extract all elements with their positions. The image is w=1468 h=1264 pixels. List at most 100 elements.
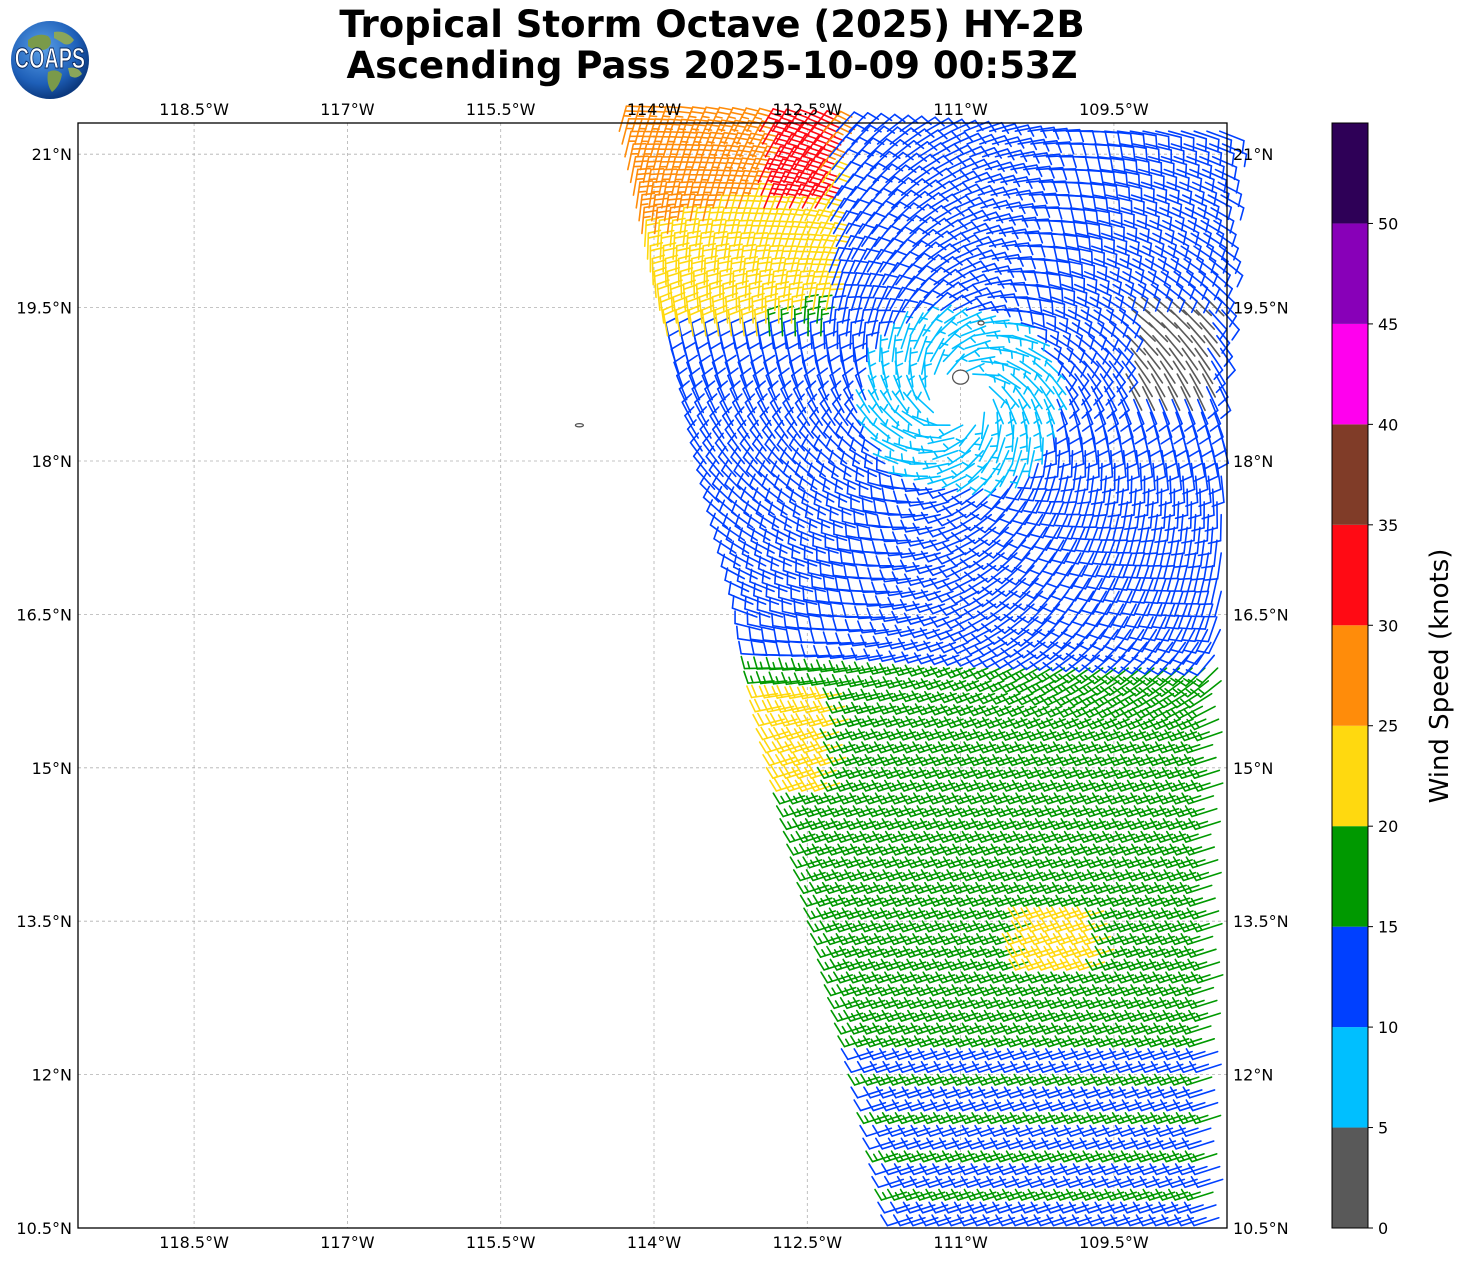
lat-tick-label-right: 19.5°N bbox=[1233, 299, 1289, 318]
lat-tick-label-right: 15°N bbox=[1233, 759, 1273, 778]
lon-tick-label-bottom: 109.5°W bbox=[1079, 1233, 1149, 1252]
wind-barb bbox=[736, 119, 762, 145]
wind-barb bbox=[1141, 616, 1167, 642]
wind-barb bbox=[707, 106, 733, 132]
wind-barb bbox=[1189, 920, 1223, 933]
wind-barb bbox=[838, 701, 871, 714]
wind-barb bbox=[790, 713, 824, 727]
wind-barb bbox=[991, 253, 1024, 267]
wind-barb bbox=[998, 334, 1027, 347]
colorbar-segment bbox=[1332, 123, 1368, 224]
colorbar-segment bbox=[1332, 826, 1368, 927]
wind-barb bbox=[834, 687, 868, 701]
wind-barb bbox=[1144, 705, 1178, 719]
wind-barb bbox=[844, 674, 877, 688]
wind-barb bbox=[806, 726, 840, 741]
wind-barb bbox=[1082, 411, 1095, 445]
lat-tick-label-left: 18°N bbox=[32, 452, 72, 471]
wind-barb bbox=[1051, 692, 1085, 707]
colorbar-segment bbox=[1332, 926, 1368, 1028]
wind-barb bbox=[1180, 741, 1214, 754]
wind-barb bbox=[828, 659, 861, 673]
wind-barb bbox=[854, 715, 888, 728]
wind-barb bbox=[961, 641, 995, 656]
island-coastline bbox=[574, 422, 585, 428]
wind-barb bbox=[1184, 996, 1218, 1010]
wind-barb bbox=[874, 595, 907, 609]
lat-tick-label-right: 16.5°N bbox=[1233, 605, 1289, 624]
wind-barb bbox=[1118, 641, 1148, 664]
wind-barb bbox=[1178, 830, 1212, 843]
wind-barb bbox=[749, 698, 782, 713]
wind-barb bbox=[1101, 616, 1129, 641]
wind-barb bbox=[1167, 692, 1200, 709]
wind-barb bbox=[1178, 1124, 1212, 1137]
lat-tick-label-right: 10.5°N bbox=[1233, 1219, 1289, 1238]
wind-barb bbox=[1087, 680, 1120, 696]
wind-barb bbox=[1188, 1009, 1221, 1022]
wind-barb bbox=[787, 699, 820, 714]
wind-barb bbox=[1097, 667, 1130, 685]
wind-barb bbox=[1109, 424, 1123, 457]
lat-tick-label-left: 12°N bbox=[32, 1066, 72, 1085]
wind-barb bbox=[1189, 729, 1223, 742]
wind-barb bbox=[1183, 754, 1217, 767]
lat-tick-label-left: 21°N bbox=[32, 145, 72, 164]
wind-barb bbox=[1180, 933, 1214, 946]
wind-barb bbox=[1184, 805, 1218, 818]
wind-barb bbox=[793, 672, 826, 686]
wind-barb bbox=[963, 603, 997, 619]
wind-barb bbox=[841, 714, 875, 728]
title-line-2: Ascending Pass 2025-10-09 00:53Z bbox=[346, 44, 1078, 87]
wind-barb bbox=[987, 641, 1020, 657]
lat-tick-label-left: 19.5°N bbox=[16, 299, 72, 318]
wind-barb bbox=[788, 183, 814, 209]
wind-barb bbox=[761, 698, 795, 713]
chart-title: Tropical Storm Octave (2025) HY-2B Ascen… bbox=[0, 4, 1424, 86]
wind-barb bbox=[822, 687, 855, 701]
wind-barb bbox=[1165, 1124, 1199, 1137]
wind-barb bbox=[1093, 705, 1127, 719]
colorbar-label: Wind Speed (knots) bbox=[1425, 549, 1455, 804]
lon-tick-label-top: 118.5°W bbox=[159, 100, 229, 119]
wind-barb bbox=[863, 702, 897, 715]
wind-barb bbox=[993, 667, 1027, 681]
lon-tick-label-top: 114°W bbox=[627, 100, 682, 119]
wind-barb bbox=[1033, 411, 1042, 439]
wind-barb bbox=[1013, 641, 1046, 659]
wind-barb bbox=[1180, 1188, 1214, 1201]
wind-barb bbox=[875, 649, 909, 662]
wind-barb bbox=[1001, 386, 1020, 410]
wind-barb bbox=[942, 666, 976, 679]
wind-barb bbox=[1154, 692, 1187, 709]
wind-barb bbox=[932, 628, 966, 641]
wind-barb bbox=[1182, 1035, 1216, 1048]
wind-barb bbox=[1157, 705, 1191, 720]
wind-barb bbox=[860, 688, 894, 702]
wind-barb bbox=[1168, 792, 1202, 805]
wind-barb bbox=[954, 616, 988, 631]
wind-barb bbox=[1047, 616, 1078, 638]
wind-barb bbox=[830, 380, 845, 414]
wind-barb bbox=[1020, 437, 1032, 465]
colorbar-tick-label: 25 bbox=[1378, 717, 1398, 736]
colorbar-segment bbox=[1332, 625, 1368, 726]
wind-barb bbox=[863, 648, 896, 662]
wind-barb bbox=[770, 612, 800, 631]
wind-barb bbox=[1095, 411, 1108, 445]
wind-barb bbox=[1055, 654, 1088, 673]
wind-barb bbox=[1071, 667, 1104, 684]
wind-barb bbox=[968, 667, 1002, 680]
logo-text: COAPS bbox=[15, 44, 85, 75]
wind-barb bbox=[911, 410, 938, 427]
wind-barb bbox=[1188, 1060, 1222, 1074]
wind-barb bbox=[758, 684, 791, 699]
wind-barb bbox=[1175, 1009, 1209, 1022]
wind-barb bbox=[1172, 1048, 1206, 1061]
wind-barb bbox=[866, 607, 899, 621]
lon-tick-label-top: 109.5°W bbox=[1079, 100, 1149, 119]
wind-barb bbox=[819, 728, 853, 741]
colorbar-tick-label: 10 bbox=[1378, 1018, 1398, 1037]
wind-barb bbox=[1110, 667, 1142, 686]
wind-barb bbox=[1063, 628, 1094, 650]
